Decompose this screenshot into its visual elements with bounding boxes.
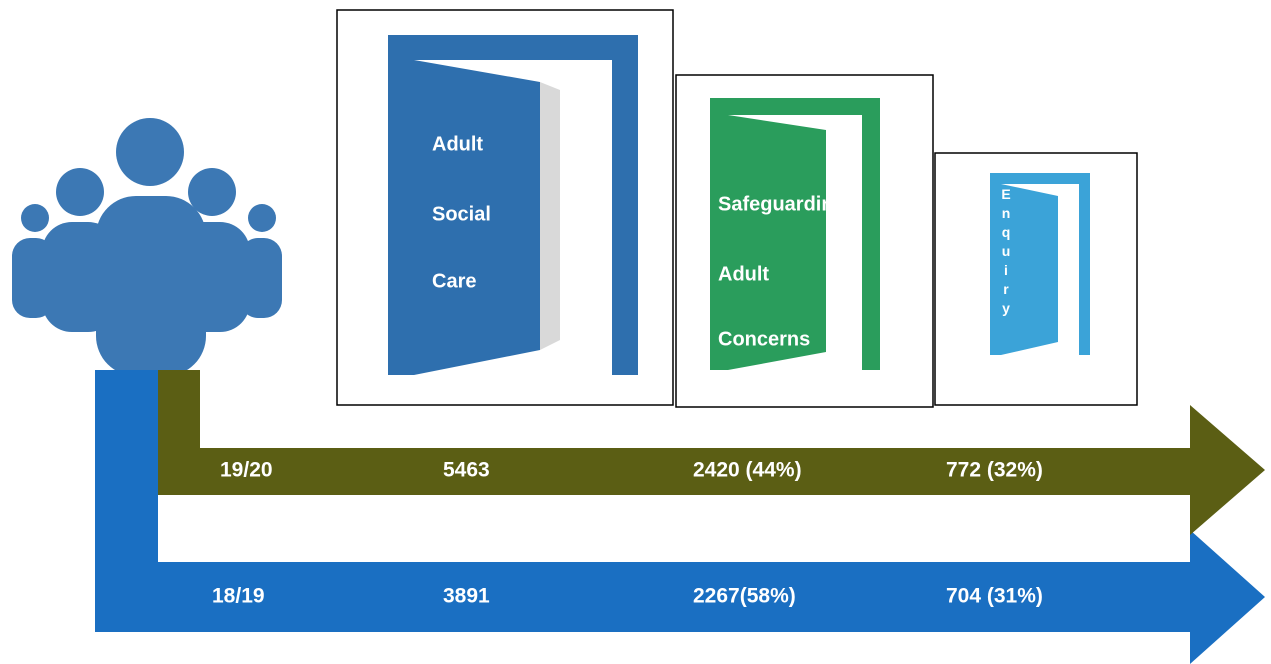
door-label: Enquiry xyxy=(998,186,1014,319)
page: Adult Social Care Safeguarding Adult Con… xyxy=(0,0,1271,664)
door-label: Safeguarding xyxy=(718,193,846,215)
door-label: Care xyxy=(432,270,476,292)
diagram: Adult Social Care Safeguarding Adult Con… xyxy=(0,0,1271,664)
row-period: 18/19 xyxy=(212,585,265,608)
row-value: 2267(58%) xyxy=(693,585,796,608)
people-icon xyxy=(12,118,282,376)
row-value: 3891 xyxy=(443,585,490,608)
row-value: 2420 (44%) xyxy=(693,459,802,482)
door-label: Adult xyxy=(432,133,483,155)
row-value: 5463 xyxy=(443,459,490,482)
door-label: Adult xyxy=(718,263,769,285)
row-value: 704 (31%) xyxy=(946,585,1043,608)
door-label: Social xyxy=(432,203,491,225)
door-label: Concerns xyxy=(718,328,810,350)
row-period: 19/20 xyxy=(220,459,273,482)
arrow-18-19 xyxy=(95,370,1265,664)
row-value: 772 (32%) xyxy=(946,459,1043,482)
